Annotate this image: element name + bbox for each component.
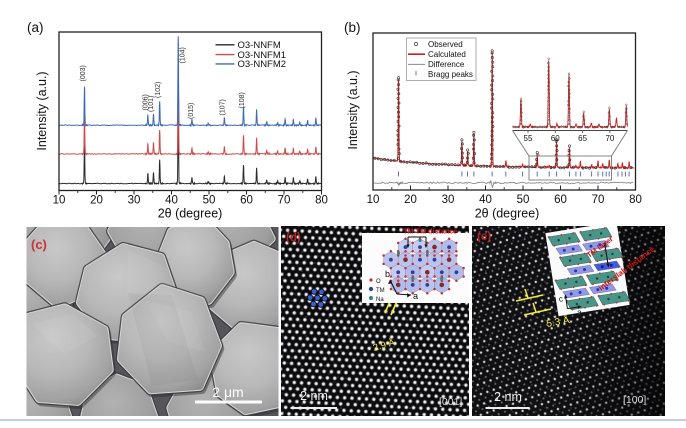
svg-text:(006): (006) <box>142 94 149 110</box>
svg-text:(102): (102) <box>155 82 162 98</box>
svg-text:O3-NNFM: O3-NNFM <box>238 40 281 51</box>
svg-text:2 nm: 2 nm <box>494 390 522 404</box>
svg-text:(d): (d) <box>286 232 301 244</box>
svg-text:20: 20 <box>404 194 417 206</box>
svg-text:Calculated: Calculated <box>428 50 466 59</box>
svg-text:(015): (015) <box>188 103 195 119</box>
svg-text:50: 50 <box>203 195 216 207</box>
svg-text:c: c <box>558 294 563 304</box>
svg-text:20: 20 <box>90 195 103 207</box>
svg-text:40: 40 <box>479 194 492 206</box>
svg-text:60: 60 <box>554 194 567 206</box>
svg-text:b: b <box>385 269 390 279</box>
svg-text:2 nm: 2 nm <box>300 389 328 403</box>
svg-text:(101): (101) <box>148 96 155 112</box>
svg-text:O3-NNFM2: O3-NNFM2 <box>238 59 287 70</box>
svg-text:(c): (c) <box>31 237 47 252</box>
svg-text:[100]: [100] <box>623 394 646 406</box>
svg-text:a: a <box>576 307 582 317</box>
svg-text:2θ (degree): 2θ (degree) <box>475 207 540 221</box>
svg-text:60: 60 <box>240 195 253 207</box>
svg-text:Difference: Difference <box>428 60 465 69</box>
svg-text:80: 80 <box>315 195 328 207</box>
svg-text:70: 70 <box>605 134 614 143</box>
svg-text:(104): (104) <box>180 47 187 63</box>
svg-text:O3-NNFM1: O3-NNFM1 <box>238 50 287 61</box>
svg-text:10: 10 <box>367 194 380 206</box>
svg-text:80: 80 <box>629 194 642 206</box>
svg-text:TM-TM distance: TM-TM distance <box>403 227 457 236</box>
svg-text:30: 30 <box>128 195 141 207</box>
svg-text:(003): (003) <box>80 65 87 81</box>
svg-text:Na: Na <box>376 297 384 303</box>
svg-text:70: 70 <box>592 194 605 206</box>
svg-text:10: 10 <box>53 195 66 207</box>
svg-text:30: 30 <box>442 194 455 206</box>
svg-text:Intensity (a.u.): Intensity (a.u.) <box>346 70 360 149</box>
svg-text:50: 50 <box>517 194 530 206</box>
svg-text:(107): (107) <box>219 99 226 115</box>
svg-text:(a): (a) <box>27 20 44 35</box>
svg-text:40: 40 <box>165 195 178 207</box>
svg-text:5.3 Å: 5.3 Å <box>545 313 571 330</box>
svg-text:Observed: Observed <box>428 40 463 49</box>
svg-text:a: a <box>413 291 418 301</box>
svg-text:O: O <box>376 279 381 285</box>
svg-text:55: 55 <box>524 134 533 143</box>
svg-text:Intensity (a.u.): Intensity (a.u.) <box>35 71 49 150</box>
svg-text:65: 65 <box>578 134 587 143</box>
svg-text:(b): (b) <box>344 20 361 35</box>
svg-text:(e): (e) <box>477 231 491 243</box>
svg-text:70: 70 <box>278 195 291 207</box>
svg-text:2 μm: 2 μm <box>212 384 243 400</box>
svg-text:(108): (108) <box>239 92 246 108</box>
svg-text:Bragg peaks: Bragg peaks <box>428 70 473 79</box>
svg-text:2θ (degree): 2θ (degree) <box>158 207 223 221</box>
svg-text:60: 60 <box>551 134 560 143</box>
svg-text:[001]: [001] <box>439 396 462 408</box>
svg-text:TM: TM <box>376 288 385 294</box>
